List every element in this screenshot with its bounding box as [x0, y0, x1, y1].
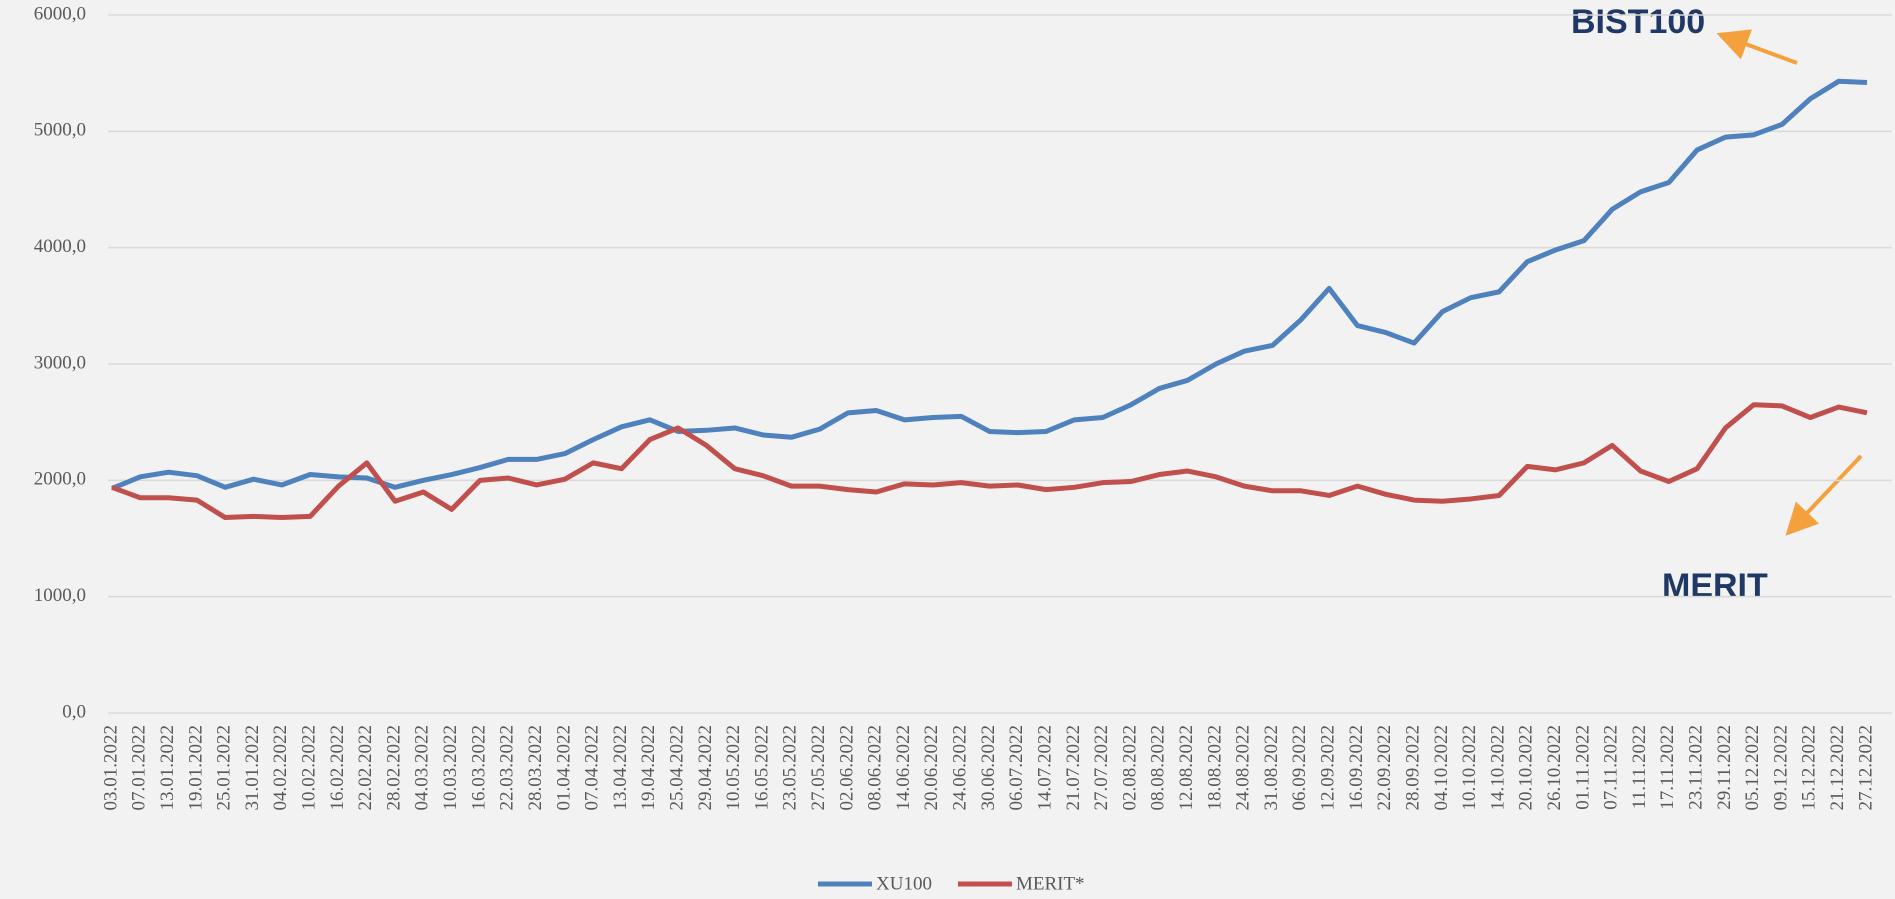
x-tick-label: 20.06.2022	[921, 725, 942, 811]
x-tick-label: 24.08.2022	[1233, 725, 1254, 811]
x-tick-label: 06.09.2022	[1289, 725, 1310, 811]
x-tick-label: 29.11.2022	[1714, 725, 1735, 810]
x-tick-label: 28.02.2022	[383, 725, 404, 811]
x-tick-label: 05.12.2022	[1742, 725, 1763, 811]
arrow	[1785, 454, 1863, 536]
x-tick-label: 10.05.2022	[723, 725, 744, 811]
x-tick-label: 23.11.2022	[1686, 725, 1707, 810]
y-tick-label: 3000,0	[34, 352, 86, 373]
x-tick-label: 08.06.2022	[865, 725, 886, 811]
x-tick-label: 04.03.2022	[412, 725, 433, 811]
x-tick-label: 22.03.2022	[497, 725, 518, 811]
x-tick-label: 28.03.2022	[525, 725, 546, 811]
x-tick-label: 14.10.2022	[1487, 725, 1508, 811]
x-tick-label: 27.05.2022	[808, 725, 829, 811]
x-tick-label: 24.06.2022	[950, 725, 971, 811]
x-tick-label: 14.06.2022	[893, 725, 914, 811]
y-tick-label: 6000,0	[34, 3, 86, 24]
x-tick-label: 22.02.2022	[355, 725, 376, 811]
x-tick-label: 01.04.2022	[553, 725, 574, 811]
x-tick-label: 13.01.2022	[157, 725, 178, 811]
x-tick-label: 06.07.2022	[1006, 725, 1027, 811]
x-tick-label: 23.05.2022	[780, 725, 801, 811]
x-tick-label: 17.11.2022	[1657, 725, 1678, 810]
x-tick-label: 04.10.2022	[1431, 725, 1452, 811]
x-tick-label: 13.04.2022	[610, 725, 631, 811]
x-tick-label: 16.02.2022	[327, 725, 348, 811]
x-tick-label: 16.09.2022	[1346, 725, 1367, 811]
x-tick-label: 14.07.2022	[1034, 725, 1055, 811]
x-tick-label: 12.08.2022	[1176, 725, 1197, 811]
x-tick-label: 29.04.2022	[695, 725, 716, 811]
x-tick-label: 02.06.2022	[836, 725, 857, 811]
x-tick-label: 20.10.2022	[1516, 725, 1537, 811]
x-tick-label: 16.03.2022	[468, 725, 489, 811]
x-tick-label: 11.11.2022	[1629, 725, 1650, 809]
x-tick-label: 31.08.2022	[1261, 725, 1282, 811]
y-tick-label: 2000,0	[34, 469, 86, 490]
legend-label: MERIT*	[1016, 873, 1085, 894]
x-tick-label: 16.05.2022	[751, 725, 772, 811]
x-tick-label: 21.12.2022	[1827, 725, 1848, 811]
x-tick-label: 09.12.2022	[1770, 725, 1791, 811]
legend-label: XU100	[876, 873, 932, 894]
x-tick-label: 03.01.2022	[100, 725, 121, 811]
x-tick-label: 27.12.2022	[1855, 725, 1876, 811]
x-tick-label: 31.01.2022	[242, 725, 263, 811]
y-tick-label: 1000,0	[34, 585, 86, 606]
x-tick-label: 19.01.2022	[185, 725, 206, 811]
x-tick-label: 27.07.2022	[1091, 725, 1112, 811]
x-tick-label: 07.11.2022	[1601, 725, 1622, 810]
x-tick-label: 04.02.2022	[270, 725, 291, 811]
y-tick-label: 0,0	[62, 701, 86, 722]
x-tick-label: 21.07.2022	[1063, 725, 1084, 811]
annotation: MERIT	[1662, 567, 1768, 605]
x-tick-label: 07.01.2022	[129, 725, 150, 811]
series-line	[111, 402, 1868, 521]
x-tick-label: 15.12.2022	[1799, 725, 1820, 811]
x-tick-label: 18.08.2022	[1204, 725, 1225, 811]
annotation: BIST100	[1571, 3, 1705, 41]
x-tick-label: 10.10.2022	[1459, 725, 1480, 811]
x-tick-label: 19.04.2022	[638, 725, 659, 811]
x-tick-label: 01.11.2022	[1572, 725, 1593, 810]
y-tick-label: 4000,0	[34, 236, 86, 257]
x-tick-label: 30.06.2022	[978, 725, 999, 811]
x-tick-label: 25.01.2022	[214, 725, 235, 811]
x-tick-label: 25.04.2022	[666, 725, 687, 811]
x-tick-label: 26.10.2022	[1544, 725, 1565, 811]
series-line	[111, 78, 1868, 491]
y-tick-label: 5000,0	[34, 120, 86, 141]
x-tick-label: 10.02.2022	[299, 725, 320, 811]
x-tick-label: 28.09.2022	[1402, 725, 1423, 811]
x-tick-label: 10.03.2022	[440, 725, 461, 811]
x-tick-label: 22.09.2022	[1374, 725, 1395, 811]
x-tick-label: 08.08.2022	[1148, 725, 1169, 811]
x-tick-label: 07.04.2022	[582, 725, 603, 811]
x-tick-label: 02.08.2022	[1119, 725, 1140, 811]
arrow	[1716, 29, 1798, 65]
x-tick-label: 12.09.2022	[1318, 725, 1339, 811]
